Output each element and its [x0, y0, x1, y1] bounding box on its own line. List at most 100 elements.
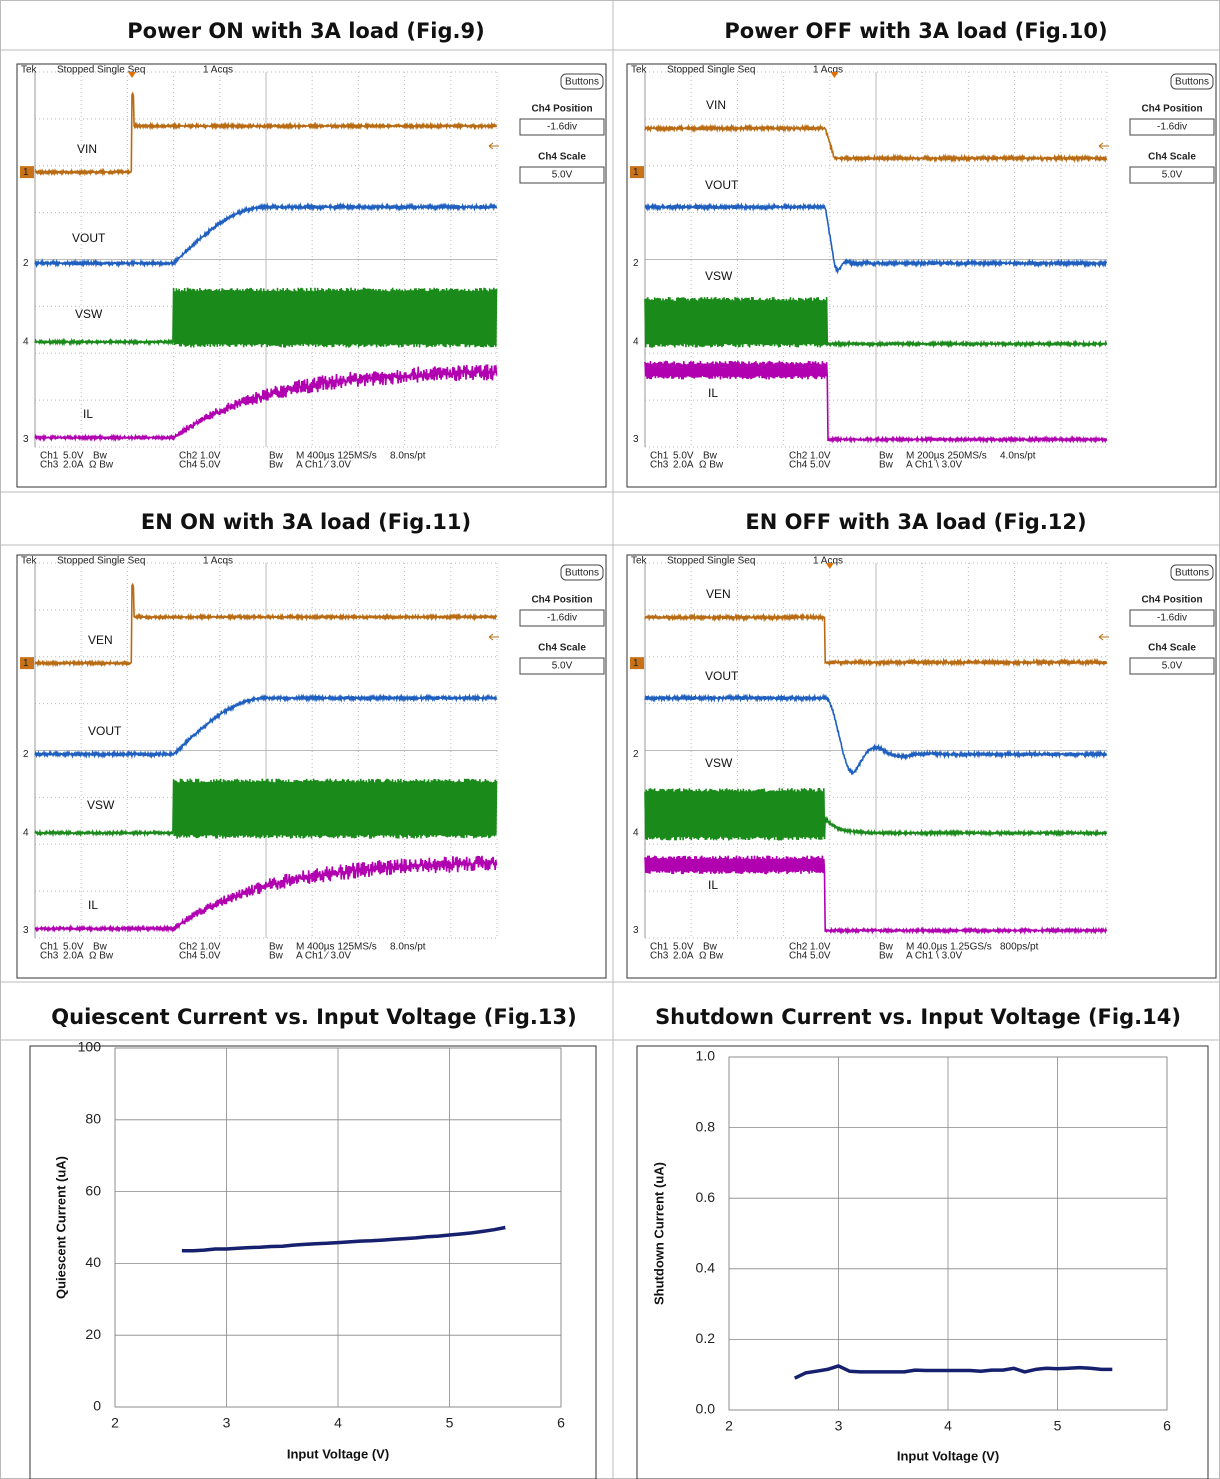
panel-value: -1.6div [1157, 613, 1187, 624]
readout: 2.0A [673, 951, 694, 962]
panel-label: Ch4 Position [1141, 104, 1202, 115]
oscilloscope: TekStopped Single Seq1 AcqsButtonsCh4 Po… [17, 555, 606, 978]
x-tick-label: 3 [835, 1418, 843, 1434]
scope-button-label: Buttons [565, 77, 599, 88]
scope-status: Tek [631, 65, 648, 76]
channel-marker: 2 [23, 749, 29, 760]
y-tick-label: 0.4 [696, 1260, 716, 1276]
trace-label: IL [708, 878, 718, 892]
y-tick-label: 100 [78, 1039, 102, 1055]
panel-value: 5.0V [1162, 661, 1183, 672]
scope-status: 1 Acqs [813, 65, 843, 76]
y-axis-label: Shutdown Current (uA) [651, 1162, 666, 1305]
readout: Bw [269, 951, 284, 962]
scope-status: 1 Acqs [203, 556, 233, 567]
scope-status: Stopped Single Seq [667, 556, 755, 567]
trace-label: VIN [77, 142, 97, 156]
trace-label: IL [88, 898, 98, 912]
trace-label: VSW [705, 269, 733, 283]
y-tick-label: 0.0 [696, 1401, 716, 1417]
readout: 5.0V [200, 951, 221, 962]
readout: 800ps/pt [1000, 942, 1039, 953]
x-tick-label: 5 [446, 1415, 454, 1431]
readout: Ch4 [179, 951, 198, 962]
readout: Ch3 [650, 951, 669, 962]
channel-marker: 4 [23, 828, 29, 839]
figure-title: Power OFF with 3A load (Fig.10) [724, 19, 1107, 43]
figure-title: Quiescent Current vs. Input Voltage (Fig… [51, 1005, 576, 1029]
scope-button-label: Buttons [565, 568, 599, 579]
readout: Bw [269, 460, 284, 471]
y-tick-label: 40 [85, 1254, 101, 1270]
readout: Ω Bw [89, 460, 114, 471]
trace-label: VEN [88, 633, 113, 647]
trace-label: VEN [706, 587, 731, 601]
panel-value: -1.6div [547, 122, 577, 133]
readout: Ω Bw [699, 460, 724, 471]
panel-label: Ch4 Position [1141, 595, 1202, 606]
channel-marker: 3 [633, 434, 639, 445]
trace-label: VOUT [705, 669, 739, 683]
trace-label: IL [708, 386, 718, 400]
x-tick-label: 6 [557, 1415, 565, 1431]
readout: Bw [879, 951, 894, 962]
trace-label: VSW [75, 307, 103, 321]
x-tick-label: 5 [1054, 1418, 1062, 1434]
panel-label: Ch4 Position [531, 595, 592, 606]
figure-title: Power ON with 3A load (Fig.9) [127, 19, 484, 43]
channel-marker: 1 [633, 167, 639, 178]
scope-status: 1 Acqs [203, 65, 233, 76]
panel-value: 5.0V [552, 661, 573, 672]
trace-label: VSW [705, 756, 733, 770]
readout: 8.0ns/pt [390, 451, 426, 462]
x-tick-label: 2 [725, 1418, 733, 1434]
readout: Ch3 [650, 460, 669, 471]
channel-marker: 3 [23, 434, 29, 445]
readout: 2.0A [63, 951, 84, 962]
readout: 5.0V [810, 951, 831, 962]
panel-value: -1.6div [1157, 122, 1187, 133]
readout: 5.0V [200, 460, 221, 471]
channel-marker: 4 [23, 337, 29, 348]
y-tick-label: 20 [85, 1326, 101, 1342]
x-axis-label: Input Voltage (V) [287, 1446, 389, 1461]
readout: 5.0V [810, 460, 831, 471]
scope-frame [17, 555, 606, 978]
readout: A Ch1 ⁄ 3.0V [296, 460, 351, 471]
y-axis-label: Quiescent Current (uA) [53, 1156, 68, 1299]
y-tick-label: 80 [85, 1111, 101, 1127]
readout: Ch3 [40, 460, 59, 471]
scope-status: Stopped Single Seq [667, 65, 755, 76]
x-tick-label: 2 [111, 1415, 119, 1431]
oscilloscope: TekStopped Single Seq1 AcqsButtonsCh4 Po… [17, 64, 606, 487]
scope-button-label: Buttons [1175, 77, 1209, 88]
panel-label: Ch4 Scale [1148, 152, 1196, 163]
channel-marker: 1 [633, 658, 639, 669]
x-tick-label: 6 [1163, 1418, 1171, 1434]
y-tick-label: 0.8 [696, 1118, 716, 1134]
x-tick-label: 4 [944, 1418, 952, 1434]
readout: Ω Bw [89, 951, 114, 962]
panel-label: Ch4 Scale [538, 152, 586, 163]
panel-label: Ch4 Position [531, 104, 592, 115]
channel-marker: 3 [23, 925, 29, 936]
chart-frame [637, 1046, 1208, 1479]
readout: Bw [879, 460, 894, 471]
x-tick-label: 3 [223, 1415, 231, 1431]
readout: 2.0A [673, 460, 694, 471]
scope-status: Tek [21, 556, 38, 567]
oscilloscope: Tek Stopped Single Seq 1 Acqs Buttons Ch4 Po… [627, 64, 1216, 487]
y-tick-label: 0 [93, 1398, 101, 1414]
scope-status: Tek [631, 556, 648, 567]
scope-button-label: Buttons [1175, 568, 1209, 579]
readout: A Ch1 \ 3.0V [906, 460, 962, 471]
readout: A Ch1 \ 3.0V [906, 951, 962, 962]
channel-marker: 1 [23, 658, 29, 669]
figure-title: EN OFF with 3A load (Fig.12) [745, 510, 1086, 534]
panel-label: Ch4 Scale [538, 643, 586, 654]
channel-marker: 2 [633, 258, 639, 269]
trace-label: VIN [706, 98, 726, 112]
channel-marker: 3 [633, 925, 639, 936]
readout: 8.0ns/pt [390, 942, 426, 953]
